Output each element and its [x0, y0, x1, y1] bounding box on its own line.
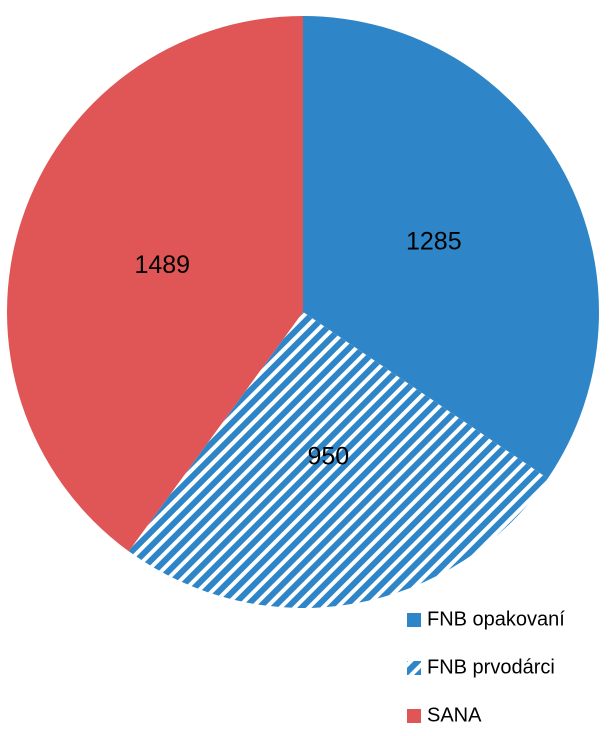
- legend-swatch: [407, 613, 421, 627]
- pie-slice: [128, 312, 548, 608]
- legend-label: FNB opakovaní: [427, 608, 565, 630]
- legend-swatch: [407, 661, 421, 675]
- value-label: 950: [307, 442, 349, 470]
- pie-slice: [303, 16, 600, 479]
- value-label: 1285: [406, 227, 462, 255]
- legend-label: SANA: [427, 704, 482, 726]
- legend-label: FNB prvodárci: [427, 656, 555, 678]
- value-label: 1489: [134, 251, 190, 279]
- legend-swatch: [407, 709, 421, 723]
- pie-slice: [6, 16, 304, 552]
